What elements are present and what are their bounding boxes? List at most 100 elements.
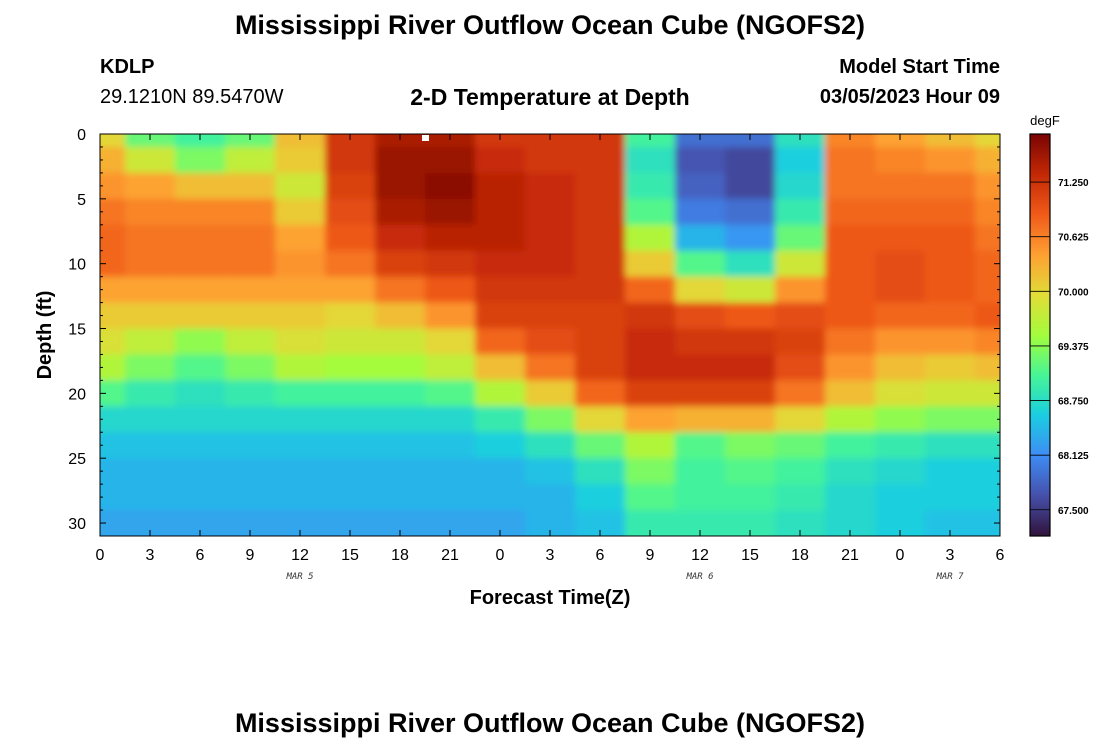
heatmap-cell: [475, 328, 526, 356]
heatmap-cell: [725, 172, 776, 200]
heatmap-cell: [575, 380, 626, 408]
heatmap-cell: [775, 484, 826, 511]
heatmap-cell: [525, 484, 576, 511]
heatmap-cell: [975, 432, 1000, 459]
heatmap-cell: [225, 172, 276, 200]
heatmap-cell: [775, 134, 826, 148]
heatmap-cell: [775, 146, 826, 174]
heatmap-cell: [975, 302, 1000, 330]
heatmap-cell: [925, 134, 976, 148]
heatmap-cell: [175, 134, 226, 148]
heatmap-cell: [875, 380, 926, 408]
heatmap-cell: [125, 276, 176, 304]
heatmap-cell: [375, 458, 426, 485]
heatmap-cell: [175, 406, 226, 434]
heatmap-cell: [775, 354, 826, 382]
colorbar-tick-label: 71.250: [1058, 178, 1089, 189]
heatmap-cell: [325, 406, 376, 434]
heatmap-cell: [675, 134, 726, 148]
heatmap-cell: [725, 134, 776, 148]
heatmap-cell: [825, 380, 876, 408]
x-tick-label: 21: [841, 547, 859, 564]
heatmap-cell: [775, 458, 826, 485]
heatmap-cell: [625, 484, 676, 511]
y-tick-label: 0: [77, 127, 86, 144]
heatmap-cell: [525, 328, 576, 356]
heatmap-cell: [725, 276, 776, 304]
heatmap-cell: [100, 458, 126, 485]
heatmap-cell: [675, 328, 726, 356]
heatmap-cell: [100, 484, 126, 511]
heatmap-cell: [475, 224, 526, 252]
heatmap-cell: [125, 250, 176, 278]
x-tick-label: 3: [146, 547, 155, 564]
heatmap-cell: [975, 406, 1000, 434]
heatmap-cell: [225, 134, 276, 148]
heatmap-cell: [975, 328, 1000, 356]
heatmap-cell: [875, 406, 926, 434]
heatmap-cell: [625, 380, 676, 408]
heatmap-cell: [725, 406, 776, 434]
heatmap-cell: [175, 250, 226, 278]
heatmap-cell: [325, 328, 376, 356]
heatmap-cell: [125, 328, 176, 356]
heatmap-cell: [925, 406, 976, 434]
x-tick-label: 6: [996, 547, 1005, 564]
heatmap-cell: [275, 250, 326, 278]
heatmap-cell: [575, 276, 626, 304]
heatmap-cell: [425, 510, 476, 536]
heatmap-cell: [775, 172, 826, 200]
heatmap-cell: [525, 276, 576, 304]
heatmap-cell: [475, 302, 526, 330]
heatmap-cell: [425, 172, 476, 200]
heatmap-cell: [225, 198, 276, 226]
heatmap-cell: [375, 510, 426, 536]
heatmap-cell: [975, 172, 1000, 200]
heatmap-cell: [225, 328, 276, 356]
x-axis: 0 3 6 9 12 15 18 21 0 3 6 9 12 15 18 21 0 3 6: [96, 134, 1005, 564]
heatmap-cell: [675, 510, 726, 536]
heatmap-cell: [425, 146, 476, 174]
heatmap-cell: [525, 134, 576, 148]
heatmap-cell: [575, 146, 626, 174]
heatmap-cell: [975, 134, 1000, 148]
heatmap-cell: [625, 458, 676, 485]
model-start-value: 03/05/2023 Hour 09: [819, 86, 1000, 108]
x-tick-label: 0: [496, 547, 505, 564]
heatmap-cell: [675, 432, 726, 459]
heatmap-cell: [425, 458, 476, 485]
colorbar-tick-label: 70.625: [1058, 233, 1089, 244]
heatmap-cell: [725, 484, 776, 511]
heatmap-cell: [525, 510, 576, 536]
heatmap-cell: [975, 458, 1000, 485]
heatmap-cell: [100, 172, 126, 200]
heatmap-cell: [325, 432, 376, 459]
heatmap-cell: [825, 432, 876, 459]
heatmap-cell: [525, 146, 576, 174]
heatmap-cell: [225, 146, 276, 174]
heatmap-cell: [625, 224, 676, 252]
heatmap-cell: [925, 172, 976, 200]
heatmap-field: [100, 134, 1000, 536]
y-axis: 0 5 10 15 20 25 30: [68, 127, 1000, 537]
heatmap-cell: [875, 172, 926, 200]
heatmap-cell: [325, 510, 376, 536]
x-tick-label: 12: [291, 547, 309, 564]
colorbar: degF 71.250 70.625 70.000 69.375 68.750 68.12…: [1029, 113, 1089, 537]
heatmap-cell: [825, 172, 876, 200]
x-tick-label: 12: [691, 547, 709, 564]
heatmap-cell: [575, 354, 626, 382]
heatmap-cell: [575, 224, 626, 252]
heatmap-cell: [375, 172, 426, 200]
heatmap-cell: [425, 250, 476, 278]
heatmap-cell: [575, 302, 626, 330]
heatmap-cell: [725, 198, 776, 226]
heatmap-cell: [475, 172, 526, 200]
heatmap-cell: [375, 302, 426, 330]
heatmap-cell: [475, 484, 526, 511]
heatmap-cell: [675, 198, 726, 226]
x-tick-label: 0: [96, 547, 105, 564]
heatmap-cell: [100, 134, 126, 148]
heatmap-cell: [100, 250, 126, 278]
heatmap-cell: [375, 406, 426, 434]
